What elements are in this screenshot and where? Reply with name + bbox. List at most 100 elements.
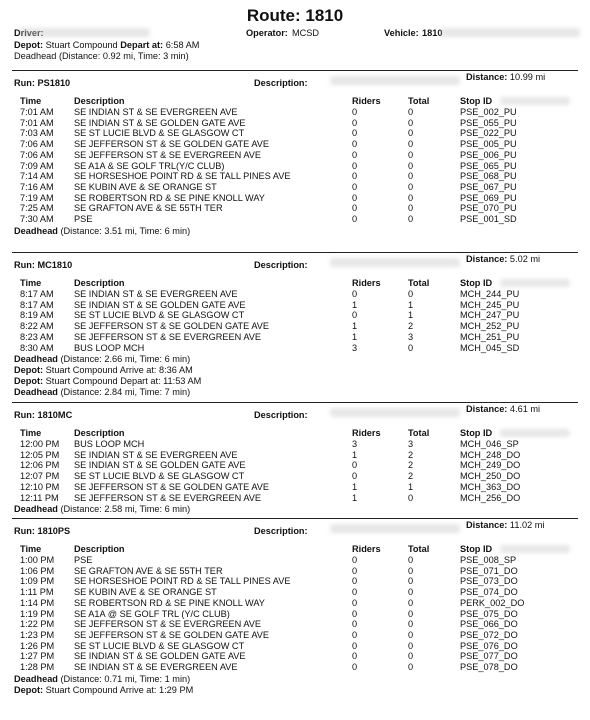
table-row: 1:23 PM SE JEFFERSON ST & SE GOLDEN GATE … <box>14 630 574 641</box>
cell-total: 0 <box>408 587 414 598</box>
cell-desc: SE ROBERTSON RD & SE PINE KNOLL WAY <box>74 192 265 203</box>
table-row: 1:27 PM SE INDIAN ST & SE GOLDEN GATE AVE… <box>14 651 574 662</box>
footer-label: Deadhead <box>14 673 58 684</box>
column-header-stop: Stop ID <box>460 278 493 288</box>
cell-time: 1:27 PM <box>20 651 55 662</box>
cell-time: 1:28 PM <box>20 662 55 672</box>
cell-desc: SE ST LUCIE BLVD & SE GLASGOW CT <box>74 471 245 482</box>
cell-stop: PERK_002_DO <box>460 597 525 608</box>
cell-riders: 0 <box>352 171 358 182</box>
run-distance-value: 4.61 mi <box>509 404 541 414</box>
redaction-description <box>330 258 460 267</box>
column-header-total: Total <box>408 278 430 288</box>
cell-desc: SE HORSESHOE POINT RD & SE TALL PINES AV… <box>74 576 291 587</box>
table-row: 1:22 PM SE JEFFERSON ST & SE EVERGREEN AV… <box>14 619 574 630</box>
cell-time: 1:11 PM <box>20 587 54 598</box>
table-row: 1:00 PM PSE 0 0 PSE_008_SP <box>14 555 574 566</box>
run-distance: Distance: 4.61 mi <box>466 404 566 415</box>
cell-stop: MCH_252_PU <box>460 321 520 332</box>
cell-time: 8:23 AM <box>20 331 54 342</box>
cell-time: 1:23 PM <box>20 629 55 640</box>
run-description-label: Description: <box>254 78 308 88</box>
cell-time: 12:11 PM <box>20 492 59 503</box>
cell-stop: MCH_248_DO <box>460 449 521 460</box>
cell-total: 0 <box>408 492 414 503</box>
driver-label: Driver: <box>14 28 44 38</box>
run-footer-line: Depot: Stuart Compound Arrive at: 1:29 P… <box>14 685 193 696</box>
cell-total: 0 <box>408 117 414 128</box>
column-header-stop: Stop ID <box>460 544 493 554</box>
table-row: 8:22 AM SE JEFFERSON ST & SE GOLDEN GATE … <box>14 321 574 332</box>
cell-time: 7:14 AM <box>20 171 54 182</box>
footer-value: (Distance: 2.84 mi, Time: 7 min) <box>57 387 191 398</box>
cell-total: 2 <box>408 449 414 460</box>
cell-total: 2 <box>408 460 414 471</box>
cell-time: 8:22 AM <box>20 321 54 332</box>
cell-stop: PSE_072_DO <box>460 629 518 640</box>
footer-label: Deadhead <box>14 225 58 236</box>
run-label: Run: MC1810 <box>14 260 73 270</box>
table-row: 1:28 PM SE INDIAN ST & SE EVERGREEN AVE 0 0… <box>14 662 574 673</box>
footer-label: Depot: <box>14 684 44 695</box>
redaction-driver <box>20 28 150 37</box>
cell-desc: SE KUBIN AVE & SE ORANGE ST <box>74 587 217 598</box>
footer-label: Depot: <box>14 376 44 387</box>
run-distance: Distance: 10.99 mi <box>466 72 566 83</box>
table-row: 12:10 PM SE JEFFERSON ST & SE GOLDEN GATE… <box>14 482 574 493</box>
table-row: 1:09 PM SE HORSESHOE POINT RD & SE TALL P… <box>14 576 574 587</box>
cell-desc: SE JEFFERSON ST & SE GOLDEN GATE AVE <box>74 321 270 332</box>
table-row: 7:30 AM PSE 0 0 PSE_001_SD <box>14 214 574 225</box>
cell-stop: PSE_065_PU <box>460 160 517 171</box>
cell-riders: 1 <box>352 492 358 503</box>
run-header: Run: 1810PS Description: Distance: 11.02 m… <box>14 520 574 542</box>
cell-riders: 0 <box>352 310 358 321</box>
cell-desc: SE JEFFERSON ST & SE EVERGREEN AVE <box>74 492 262 503</box>
run-footer-line: Deadhead (Distance: 3.51 mi, Time: 6 min… <box>14 226 190 237</box>
cell-desc: PSE <box>74 214 93 224</box>
cell-stop: PSE_068_PU <box>460 171 517 182</box>
cell-total: 2 <box>408 471 414 482</box>
cell-riders: 0 <box>352 460 358 471</box>
table-row: 7:01 AM SE INDIAN ST & SE GOLDEN GATE AVE… <box>14 118 574 129</box>
cell-time: 1:00 PM <box>20 555 55 565</box>
cell-stop: PSE_076_DO <box>460 640 518 651</box>
depot-label: Depot: <box>14 40 44 50</box>
cell-time: 8:19 AM <box>20 310 54 321</box>
cell-desc: SE JEFFERSON ST & SE GOLDEN GATE AVE <box>74 139 270 150</box>
cell-time: 1:22 PM <box>20 619 55 630</box>
redaction-stop-header <box>500 545 570 553</box>
cell-time: 12:00 PM <box>20 439 60 449</box>
cell-riders: 0 <box>352 107 358 117</box>
cell-riders: 1 <box>352 299 358 310</box>
run-header: Run: PS1810 Description: Distance: 10.99 m… <box>14 72 574 94</box>
column-header-total: Total <box>408 96 430 106</box>
redaction-stop-header <box>500 279 570 287</box>
table-row: 12:07 PM SE ST LUCIE BLVD & SE GLASGOW CT… <box>14 471 574 482</box>
cell-riders: 1 <box>352 449 358 460</box>
cell-desc: SE GRAFTON AVE & SE 55TH TER <box>74 565 223 576</box>
run-separator <box>12 518 578 519</box>
footer-label: Deadhead <box>14 387 58 398</box>
cell-total: 3 <box>408 331 414 342</box>
vehicle-label: Vehicle: <box>384 28 419 38</box>
run-footer-line: Depot: Stuart Compound Depart at: 11:53 … <box>14 376 201 387</box>
cell-stop: PSE_069_PU <box>460 192 517 203</box>
cell-time: 12:06 PM <box>20 460 60 471</box>
cell-total: 0 <box>408 160 414 171</box>
cell-total: 0 <box>408 597 414 608</box>
cell-total: 1 <box>408 481 414 492</box>
operator-value: MCSD <box>292 28 320 38</box>
cell-time: 8:30 AM <box>20 342 54 353</box>
cell-riders: 3 <box>352 342 358 353</box>
footer-value: (Distance: 2.58 mi, Time: 6 min) <box>57 504 191 515</box>
cell-total: 1 <box>408 299 414 310</box>
run-distance-label: Distance: <box>466 72 510 82</box>
cell-stop: MCH_363_DO <box>460 481 521 492</box>
cell-desc: SE JEFFERSON ST & SE GOLDEN GATE AVE <box>74 629 270 640</box>
cell-riders: 3 <box>352 439 358 449</box>
cell-time: 7:03 AM <box>20 128 54 139</box>
run-distance-label: Distance: <box>466 254 510 264</box>
footer-value: Stuart Compound Depart at: 11:53 AM <box>43 376 202 387</box>
table-row: 7:06 AM SE JEFFERSON ST & SE GOLDEN GATE … <box>14 139 574 150</box>
cell-riders: 0 <box>352 149 358 160</box>
